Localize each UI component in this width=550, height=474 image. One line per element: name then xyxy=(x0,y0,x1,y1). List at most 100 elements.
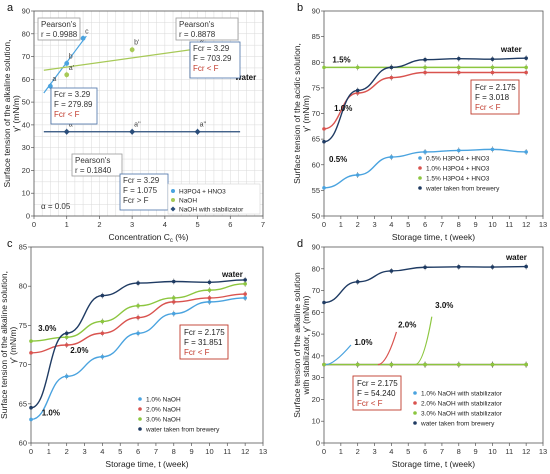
data-point xyxy=(100,293,105,298)
water-label: water xyxy=(234,73,256,82)
data-point xyxy=(29,339,33,343)
annotation-box xyxy=(71,153,123,177)
legend-label: 1.0% NaOH with stabilizator xyxy=(421,391,503,398)
y-tick-label: 65 xyxy=(19,399,27,408)
legend-label: 1.0% NaOH xyxy=(146,397,181,404)
panel-letter: c xyxy=(7,238,13,250)
x-tick-label: 5 xyxy=(118,447,122,456)
legend-marker xyxy=(138,417,142,421)
x-tick-label: 0 xyxy=(322,447,326,456)
legend-marker xyxy=(418,186,422,190)
x-tick-label: 9 xyxy=(474,447,478,456)
data-point xyxy=(456,265,461,269)
data-point xyxy=(423,65,427,70)
series-label: water xyxy=(221,270,243,279)
panel-d: d0 1 2 3 4 5 6 7 8 9 10 11 12 130102030405060708090St… xyxy=(292,238,547,469)
data-point xyxy=(243,292,247,296)
plot-frame xyxy=(33,10,264,217)
annotation-text: Pearson's xyxy=(179,20,214,29)
panel-b: b0 1 2 3 4 5 6 7 8 9 10 11 12 13505560657075808590Sto… xyxy=(292,2,547,242)
x-tick-label: 12 xyxy=(522,447,530,456)
data-point xyxy=(423,362,427,367)
data-point xyxy=(322,186,326,190)
x-axis-label: Storage time, t (week) xyxy=(392,459,475,469)
x-tick-label: 1 xyxy=(339,447,343,456)
data-point xyxy=(136,331,140,336)
legend-marker xyxy=(418,166,422,170)
stats-text: Fcr < F xyxy=(357,399,383,408)
data-point xyxy=(29,405,33,410)
series-label: 1.0% xyxy=(354,338,372,347)
x-tick-label: 13 xyxy=(539,220,547,229)
y-tick-label: 10 xyxy=(312,417,320,426)
x-tick-label: 9 xyxy=(474,220,478,229)
data-point xyxy=(524,56,528,60)
legend-label: water taken from brewery xyxy=(420,421,495,428)
data-point xyxy=(389,155,394,159)
x-tick-label: 11 xyxy=(505,220,513,229)
stats-box xyxy=(352,375,402,411)
y-tick-label: 40 xyxy=(312,351,320,360)
y-tick-label: 70 xyxy=(19,360,27,369)
x-tick-label: 12 xyxy=(241,447,249,456)
legend-label: water taken from brewery xyxy=(425,186,500,193)
x-tick-label: 3 xyxy=(372,447,376,456)
data-point xyxy=(355,173,360,177)
legend-label: water taken from brewery xyxy=(145,427,220,434)
stats-text: Fcr = 2.175 xyxy=(475,83,516,92)
stats-text: Fcr = 2.175 xyxy=(357,379,398,388)
annotation-box xyxy=(175,17,239,41)
data-point xyxy=(171,300,176,304)
data-point xyxy=(423,265,427,270)
point-label: a'' xyxy=(69,122,76,129)
panel-letter: a xyxy=(7,2,14,14)
y-axis-label: Surface tension of the alkaline solution… xyxy=(0,271,9,419)
x-tick-label: 2 xyxy=(356,447,360,456)
data-point xyxy=(243,278,247,282)
x-tick-label: 5 xyxy=(406,447,410,456)
data-point xyxy=(355,88,360,93)
data-point xyxy=(207,280,212,285)
annotation-text: Fcr = 3.29 xyxy=(193,44,230,53)
x-tick-label: 10 xyxy=(205,447,213,456)
x-tick-label: 8 xyxy=(457,447,461,456)
annotation-text: Fcr < F xyxy=(54,110,80,119)
x-tick-label: 4 xyxy=(100,447,104,456)
data-point xyxy=(423,57,427,62)
point-label: a' xyxy=(69,65,74,72)
annotation-text: F = 703.29 xyxy=(193,54,232,63)
x-axis-label: Storage time, t (week) xyxy=(105,459,188,469)
x-tick-label: 5 xyxy=(195,220,199,229)
legend-label: 2.0% NaOH xyxy=(146,407,181,414)
y-tick-label: 50 xyxy=(312,330,320,339)
data-point xyxy=(64,343,69,347)
annotation-text: r = 0.8878 xyxy=(179,30,216,39)
y-tick-label: 30 xyxy=(312,373,320,382)
legend-marker xyxy=(138,397,142,401)
stats-text: F = 54.240 xyxy=(357,389,396,398)
data-point xyxy=(136,281,140,285)
data-point xyxy=(456,70,461,75)
data-point xyxy=(207,296,212,300)
y-axis-label-unit: γ' (mN/m) xyxy=(301,95,311,132)
annotation-text: r = 0.9988 xyxy=(41,30,78,39)
data-point xyxy=(47,83,53,89)
data-point xyxy=(64,335,69,339)
legend-label: 1.5% H3PO4 + HNO3 xyxy=(426,176,490,183)
y-tick-label: 65 xyxy=(312,135,320,144)
stabilizer-rise xyxy=(325,344,352,366)
x-tick-label: 6 xyxy=(423,447,427,456)
data-point xyxy=(243,296,247,300)
data-point xyxy=(355,65,360,70)
data-point xyxy=(100,331,105,336)
data-point xyxy=(29,351,33,355)
series-label: 2.0% xyxy=(70,346,88,355)
y-tick-label: 40 xyxy=(22,120,30,129)
data-point xyxy=(322,139,326,144)
x-tick-label: 11 xyxy=(505,447,513,456)
annotation-text: Fcr = 3.29 xyxy=(123,176,160,185)
series-label: 1.5% xyxy=(332,55,350,64)
annotation-text: α = 0.05 xyxy=(41,202,71,211)
legend-label: NaOH xyxy=(179,198,197,205)
